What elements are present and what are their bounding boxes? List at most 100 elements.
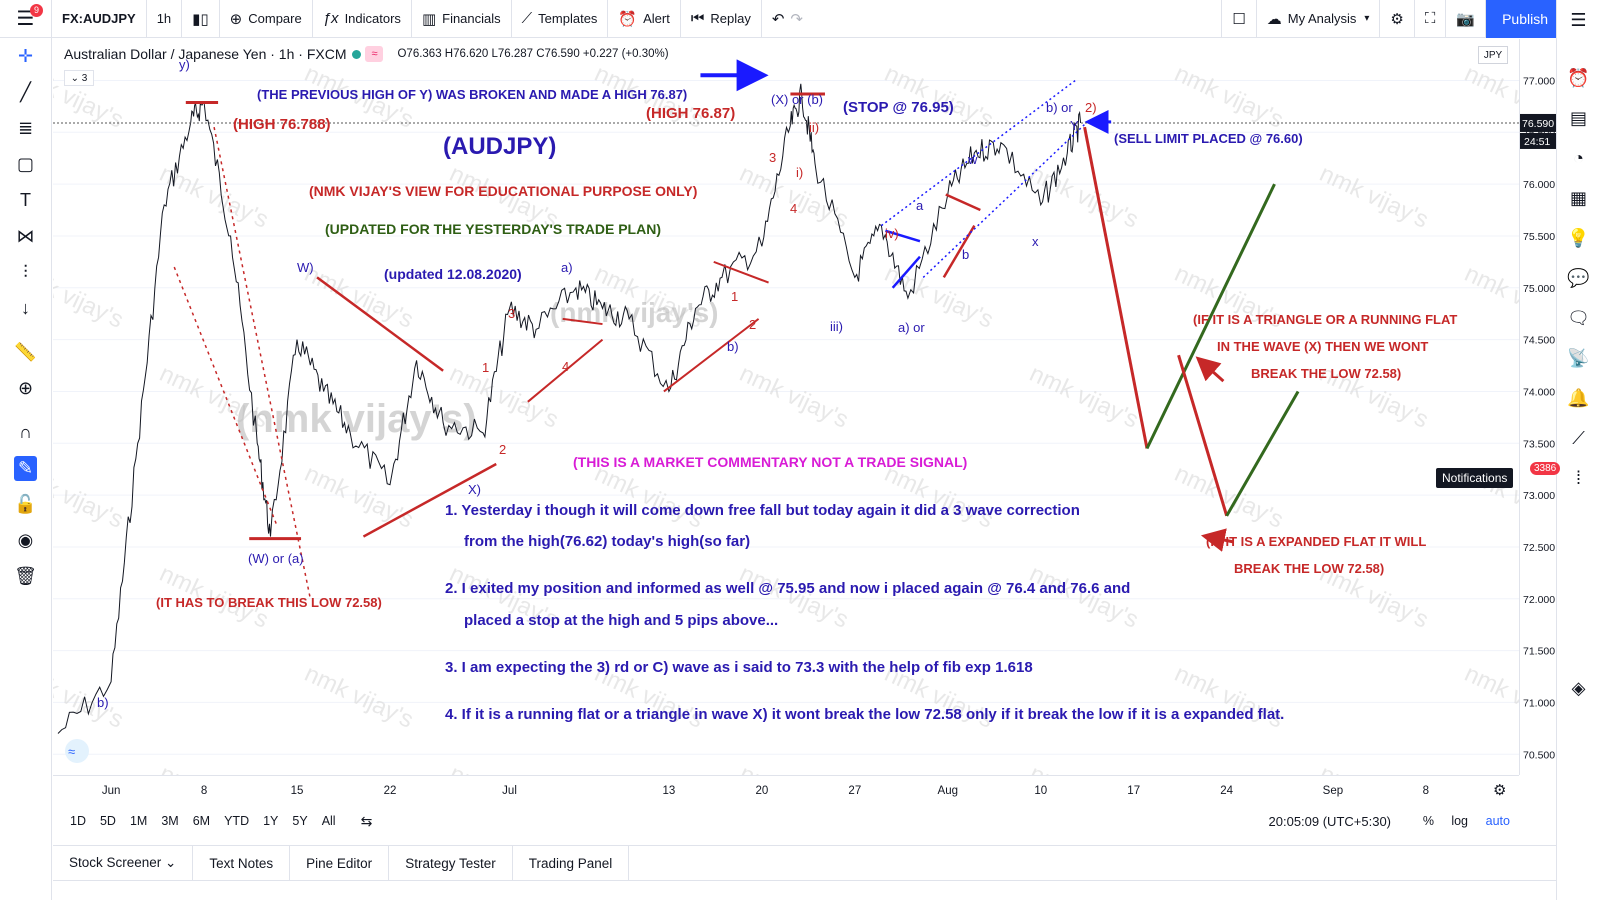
wave-line[interactable] bbox=[527, 338, 604, 403]
arrow-tool[interactable]: ↓ bbox=[0, 290, 51, 326]
snapshot-button[interactable]: 📷 bbox=[1446, 0, 1487, 38]
time-axis[interactable]: Jun 8 15 22 Jul 13 20 27 Aug 10 17 24 Sep 8 ⚙ bbox=[53, 775, 1519, 803]
watermark-text: nmk vijay's bbox=[1460, 660, 1519, 734]
drawing-toolbar: ✛ ╱ ≣ ▢ T ⋈ ⫶ ↓ 📏 ⊕ ∩ ✎ 🔓 ◉ 🗑 bbox=[0, 38, 52, 900]
lock-drawings-tool[interactable]: 🔓 bbox=[0, 486, 51, 522]
range-ytd[interactable]: YTD bbox=[224, 814, 250, 828]
alerts-panel-button[interactable]: ⏰ bbox=[1557, 58, 1600, 98]
wave-line[interactable] bbox=[663, 318, 760, 393]
price-axis[interactable]: 77.00076.50076.00075.50075.00074.50074.0… bbox=[1519, 39, 1556, 775]
trendline-tool[interactable]: ╱ bbox=[0, 74, 51, 110]
replay-button[interactable]: ⏮ Replay bbox=[681, 0, 762, 38]
menu-button[interactable]: ☰ 9 bbox=[0, 0, 52, 38]
settings-button[interactable]: ⚙ bbox=[1380, 0, 1415, 38]
auto-scale-toggle[interactable]: auto bbox=[1485, 814, 1510, 828]
interval-button[interactable]: 1h bbox=[147, 0, 183, 38]
text-tool[interactable]: T bbox=[0, 182, 51, 218]
range-1y[interactable]: 1Y bbox=[263, 814, 279, 828]
arrow-red[interactable] bbox=[1195, 356, 1225, 383]
remove-drawings-tool[interactable]: 🗑 bbox=[0, 558, 51, 594]
fib-tool[interactable]: ≣ bbox=[0, 110, 51, 146]
tab-strategy-tester[interactable]: Strategy Tester bbox=[389, 845, 513, 881]
wave-line-blue[interactable] bbox=[891, 255, 921, 289]
stay-drawing-tool[interactable]: ✎ bbox=[0, 450, 51, 486]
replay-label: Replay bbox=[710, 11, 751, 26]
range-5d[interactable]: 5D bbox=[99, 814, 116, 828]
dom-button[interactable]: ⁞ bbox=[1557, 458, 1600, 498]
tab-trading-panel[interactable]: Trading Panel bbox=[513, 845, 630, 881]
price-tick-label: 72.500 bbox=[1523, 542, 1555, 554]
wave-line-blue[interactable] bbox=[885, 229, 921, 243]
goto-date-icon[interactable]: ⇆ bbox=[360, 812, 373, 829]
price-chart[interactable]: nmk vijay's nmk vijay's nmk vijay's nmk vij… bbox=[53, 39, 1519, 775]
my-analysis-button[interactable]: ☁ My Analysis ▾ bbox=[1257, 0, 1381, 38]
ruler-tool[interactable]: 📏 bbox=[0, 334, 51, 370]
rising-channel[interactable] bbox=[880, 79, 1076, 227]
ideas-button[interactable]: 💡 bbox=[1557, 218, 1600, 258]
range-1m[interactable]: 1M bbox=[129, 814, 148, 828]
shapes-tool[interactable]: ▢ bbox=[0, 146, 51, 182]
templates-button[interactable]: ⟋ Templates bbox=[512, 0, 609, 38]
data-window-button[interactable]: ▤ bbox=[1557, 98, 1600, 138]
watermark-text: nmk vijay's bbox=[735, 760, 852, 775]
watermark-text: nmk vijay's bbox=[880, 460, 997, 534]
publish-button[interactable]: Publish bbox=[1486, 0, 1564, 38]
timezone-clock[interactable]: 20:05:09 (UTC+5:30) bbox=[1268, 813, 1391, 829]
range-all[interactable]: All bbox=[321, 814, 336, 828]
range-3m[interactable]: 3M bbox=[161, 814, 179, 828]
watermark-text: nmk vijay's bbox=[300, 460, 417, 534]
notifications-button[interactable]: 🔔 bbox=[1557, 378, 1600, 418]
layout-button[interactable]: ☐ bbox=[1221, 0, 1257, 38]
channel-dotted[interactable] bbox=[213, 126, 312, 599]
chart-type-button[interactable]: ▮▯ bbox=[182, 0, 220, 38]
redo-icon[interactable]: ↷ bbox=[790, 10, 803, 28]
wave-line[interactable] bbox=[713, 260, 769, 284]
axis-settings-gear-icon[interactable]: ⚙ bbox=[1493, 782, 1506, 799]
symbol-search-button[interactable]: FX:AUDJPY bbox=[52, 0, 147, 38]
fullscreen-button[interactable]: ⛶ bbox=[1415, 0, 1447, 38]
chats-button[interactable]: 💬 bbox=[1557, 258, 1600, 298]
symbol-title[interactable]: Australian Dollar / Japanese Yen · 1h · … bbox=[64, 46, 347, 62]
alert-button[interactable]: ⏰ Alert bbox=[608, 0, 681, 38]
crosshair-tool[interactable]: ✛ bbox=[0, 38, 51, 74]
watchlist-button[interactable]: ☰ bbox=[1557, 0, 1600, 40]
arrow-red[interactable] bbox=[1200, 528, 1233, 552]
magnet-tool[interactable]: ∩ bbox=[0, 414, 51, 450]
hotlists-button[interactable]: ◔ bbox=[1557, 138, 1600, 178]
streams-button[interactable]: 📡 bbox=[1557, 338, 1600, 378]
prediction-tool[interactable]: ⫶ bbox=[0, 254, 51, 290]
tab-text-notes[interactable]: Text Notes bbox=[193, 845, 291, 881]
tab-pine-editor[interactable]: Pine Editor bbox=[290, 845, 390, 881]
percent-toggle[interactable]: % bbox=[1422, 814, 1434, 828]
log-toggle[interactable]: log bbox=[1451, 814, 1468, 828]
range-5y[interactable]: 5Y bbox=[292, 814, 308, 828]
currency-label[interactable]: JPY bbox=[1478, 46, 1508, 64]
collapse-count: 3 bbox=[81, 72, 88, 84]
zoom-tool[interactable]: ⊕ bbox=[0, 370, 51, 406]
indicators-button[interactable]: ƒx Indicators bbox=[313, 0, 412, 38]
triangle-line[interactable] bbox=[316, 276, 444, 372]
order-panel-button[interactable]: ⟋ bbox=[1557, 418, 1600, 458]
projection-up-2[interactable] bbox=[1225, 390, 1300, 517]
legend-collapse-button[interactable]: ⌄ 3 bbox=[64, 70, 94, 86]
triangle-line[interactable] bbox=[362, 462, 497, 538]
range-1d[interactable]: 1D bbox=[70, 814, 86, 828]
hide-drawings-tool[interactable]: ◉ bbox=[0, 522, 51, 558]
layers-button[interactable]: ◈ bbox=[1557, 668, 1600, 708]
compare-button[interactable]: ⊕ Compare bbox=[220, 0, 313, 38]
financials-button[interactable]: ▥ Financials bbox=[412, 0, 512, 38]
wave-line[interactable] bbox=[562, 317, 603, 326]
channel-dotted[interactable] bbox=[173, 266, 278, 527]
undo-icon[interactable]: ↶ bbox=[771, 10, 785, 28]
projection-up[interactable] bbox=[1145, 183, 1276, 450]
projection-down[interactable] bbox=[1083, 126, 1149, 449]
messages-button[interactable]: 🗨 bbox=[1557, 298, 1600, 338]
wave-line[interactable] bbox=[942, 224, 976, 279]
projection-down-2[interactable] bbox=[1177, 354, 1229, 517]
tab-stock-screener[interactable]: Stock Screener ⌄ bbox=[53, 845, 194, 881]
patterns-tool[interactable]: ⋈ bbox=[0, 218, 51, 254]
wave-line[interactable] bbox=[945, 193, 981, 212]
tradingview-logo-icon[interactable] bbox=[65, 739, 89, 763]
calendar-button[interactable]: ▦ bbox=[1557, 178, 1600, 218]
range-6m[interactable]: 6M bbox=[192, 814, 211, 828]
